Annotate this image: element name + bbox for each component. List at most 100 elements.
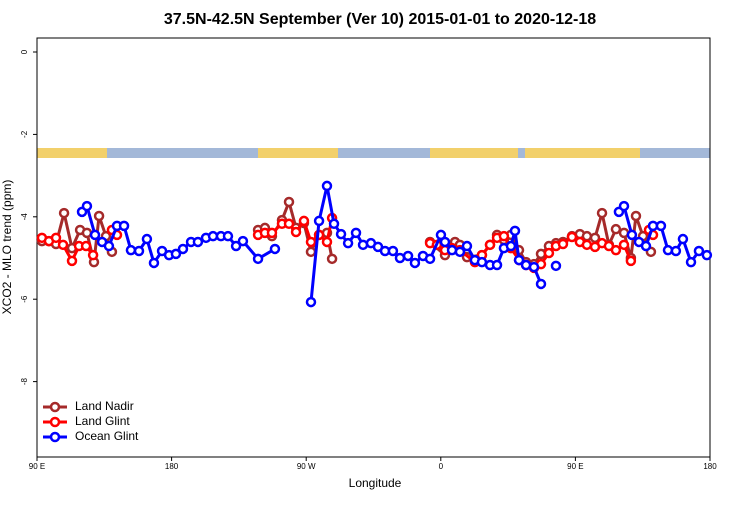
data-point xyxy=(476,256,488,268)
y-tick-label: -8 xyxy=(20,378,29,386)
data-point xyxy=(670,245,682,257)
data-point xyxy=(640,240,652,252)
data-point xyxy=(402,250,414,262)
data-point xyxy=(484,239,496,251)
y-tick-label: -2 xyxy=(20,130,29,138)
chart-title: 37.5N-42.5N September (Ver 10) 2015-01-0… xyxy=(164,11,596,28)
land-strip xyxy=(37,148,107,158)
data-point xyxy=(446,244,458,256)
ocean-strip xyxy=(37,148,710,158)
land-strip xyxy=(430,148,518,158)
data-point xyxy=(498,230,510,242)
data-point xyxy=(305,296,317,308)
legend-label: Land Glint xyxy=(75,414,130,428)
data-point xyxy=(103,240,115,252)
data-point xyxy=(394,252,406,264)
data-point xyxy=(321,180,333,192)
y-axis-label: XCO2 - MLO trend (ppm) xyxy=(0,180,14,315)
data-point xyxy=(81,200,93,212)
data-point xyxy=(543,247,555,259)
y-tick-label: -4 xyxy=(20,213,29,221)
data-point xyxy=(133,245,145,257)
data-point xyxy=(252,253,264,265)
data-point xyxy=(491,259,503,271)
data-point xyxy=(357,239,369,251)
x-tick-label: 180 xyxy=(165,462,179,471)
x-tick-label: 90 W xyxy=(297,462,316,471)
data-point xyxy=(87,249,99,261)
data-point xyxy=(342,237,354,249)
land-strip xyxy=(525,148,640,158)
data-point xyxy=(409,257,421,269)
data-point xyxy=(630,210,642,222)
data-point xyxy=(461,240,473,252)
data-point xyxy=(305,236,317,248)
data-point xyxy=(557,238,569,250)
data-point xyxy=(618,239,630,251)
legend-label: Ocean Glint xyxy=(75,429,139,443)
data-point xyxy=(693,245,705,257)
data-point xyxy=(57,239,69,251)
data-point xyxy=(125,244,137,256)
series xyxy=(76,180,713,308)
data-point xyxy=(328,218,340,230)
data-point xyxy=(685,256,697,268)
data-point xyxy=(439,236,451,248)
x-tick-label: 180 xyxy=(703,462,717,471)
y-tick-label: 0 xyxy=(20,49,29,54)
data-point xyxy=(509,225,521,237)
data-point xyxy=(80,240,92,252)
data-point xyxy=(283,218,295,230)
x-axis-label: Longitude xyxy=(349,476,402,490)
land-strip xyxy=(258,148,338,158)
data-point xyxy=(677,233,689,245)
data-point xyxy=(50,232,62,244)
data-point xyxy=(141,233,153,245)
data-point xyxy=(283,196,295,208)
data-point xyxy=(528,261,540,273)
data-point xyxy=(625,255,637,267)
data-point xyxy=(230,240,242,252)
data-point xyxy=(655,220,667,232)
legend-marker xyxy=(49,416,61,428)
data-point xyxy=(505,240,517,252)
data-point xyxy=(424,253,436,265)
data-point xyxy=(581,239,593,251)
data-point xyxy=(118,220,130,232)
data-point xyxy=(321,236,333,248)
data-point xyxy=(170,248,182,260)
data-point xyxy=(266,227,278,239)
data-point xyxy=(350,227,362,239)
data-point xyxy=(66,255,78,267)
map-strip xyxy=(37,148,710,158)
x-tick-label: 0 xyxy=(439,462,444,471)
data-point xyxy=(610,244,622,256)
data-point xyxy=(618,200,630,212)
legend-marker xyxy=(49,401,61,413)
data-point xyxy=(192,236,204,248)
data-point xyxy=(701,249,713,261)
data-point xyxy=(305,246,317,258)
data-point xyxy=(326,253,338,265)
data-point xyxy=(237,235,249,247)
data-point xyxy=(148,257,160,269)
legend-marker xyxy=(49,431,61,443)
data-point xyxy=(298,215,310,227)
x-tick-label: 90 E xyxy=(29,462,45,471)
data-point xyxy=(535,278,547,290)
data-point xyxy=(269,243,281,255)
data-point xyxy=(177,243,189,255)
data-point xyxy=(610,223,622,235)
data-point xyxy=(387,245,399,257)
x-tick-label: 90 E xyxy=(567,462,583,471)
data-point xyxy=(454,246,466,258)
data-point xyxy=(290,226,302,238)
plot-frame xyxy=(36,37,711,458)
data-point xyxy=(222,230,234,242)
data-point xyxy=(566,231,578,243)
data-point xyxy=(93,210,105,222)
data-point xyxy=(89,229,101,241)
data-point xyxy=(313,215,325,227)
